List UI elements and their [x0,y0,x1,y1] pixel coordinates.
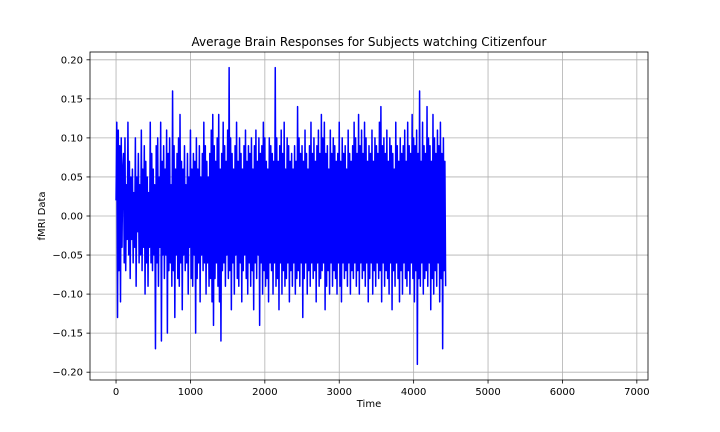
y-tick-label: −0.05 [52,251,83,262]
x-tick-label: 1000 [178,387,203,398]
y-tick-label: 0.00 [61,212,83,223]
y-tick-label: 0.20 [61,55,83,66]
y-tick-label: 0.10 [61,133,83,144]
y-tick-label: −0.10 [52,290,83,301]
y-tick-label: 0.15 [61,94,83,105]
x-tick-label: 5000 [475,387,500,398]
x-tick-label: 7000 [624,387,649,398]
chart-title: Average Brain Responses for Subjects wat… [192,35,547,49]
y-axis: −0.20 −0.15 −0.10 −0.05 0.00 0.05 0.10 0.15 0.20 [52,55,90,379]
x-tick-label: 3000 [327,387,352,398]
x-axis-label: Time [356,399,381,410]
y-tick-label: 0.05 [61,172,83,183]
series-line-0 [115,66,447,366]
y-axis-label: fMRI Data [37,191,48,240]
y-tick-label: −0.15 [52,329,83,340]
x-axis: 0 1000 2000 3000 4000 5000 6000 7000 [113,380,650,398]
y-tick-label: −0.20 [52,368,83,379]
x-tick-label: 2000 [252,387,277,398]
x-tick-label: 6000 [550,387,575,398]
series-group [115,66,447,366]
x-tick-label: 4000 [401,387,426,398]
x-tick-label: 0 [113,387,119,398]
